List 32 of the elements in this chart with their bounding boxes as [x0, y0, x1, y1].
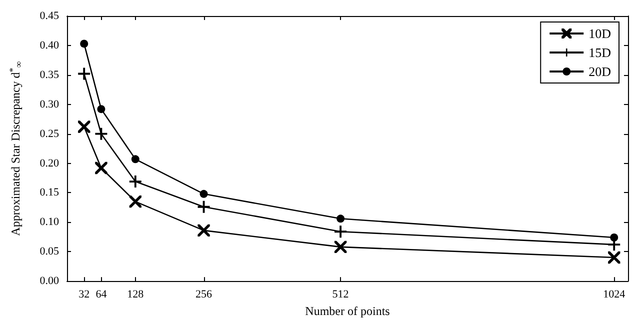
point	[336, 214, 345, 223]
legend-label: 20D	[588, 64, 611, 79]
x-tick-label: 64	[96, 288, 108, 301]
legend-label: 15D	[588, 45, 611, 60]
x-tick-label: 1024	[603, 288, 626, 301]
point	[334, 226, 347, 238]
point	[129, 176, 142, 188]
y-tick-label: 0.45	[40, 10, 60, 22]
x-tick-label: 256	[196, 288, 213, 301]
point	[95, 128, 108, 140]
y-tick-label: 0.35	[40, 68, 60, 81]
y-tick-label: 0.15	[40, 186, 60, 199]
point	[97, 105, 106, 114]
point	[78, 68, 90, 80]
y-tick-label: 0.10	[40, 216, 60, 228]
y-axis-title: Approximated Star Discrepancy d*∞	[8, 60, 24, 236]
point	[610, 234, 618, 242]
x-tick-label: 32	[78, 288, 90, 301]
point	[80, 40, 88, 48]
x-axis-title: Number of points	[305, 304, 390, 318]
x-tick-label: 512	[332, 288, 349, 301]
y-tick-label: 0.00	[40, 275, 60, 288]
legend-label: 10D	[588, 26, 611, 41]
point	[200, 190, 208, 198]
y-tick-label: 0.40	[40, 39, 60, 52]
point	[131, 155, 140, 164]
point	[198, 200, 210, 213]
x-tick-label: 128	[127, 288, 144, 301]
y-tick-label: 0.25	[40, 128, 60, 140]
y-tick-label: 0.20	[40, 157, 60, 170]
y-tick-label: 0.30	[40, 98, 60, 110]
y-tick-label: 0.05	[40, 246, 60, 258]
